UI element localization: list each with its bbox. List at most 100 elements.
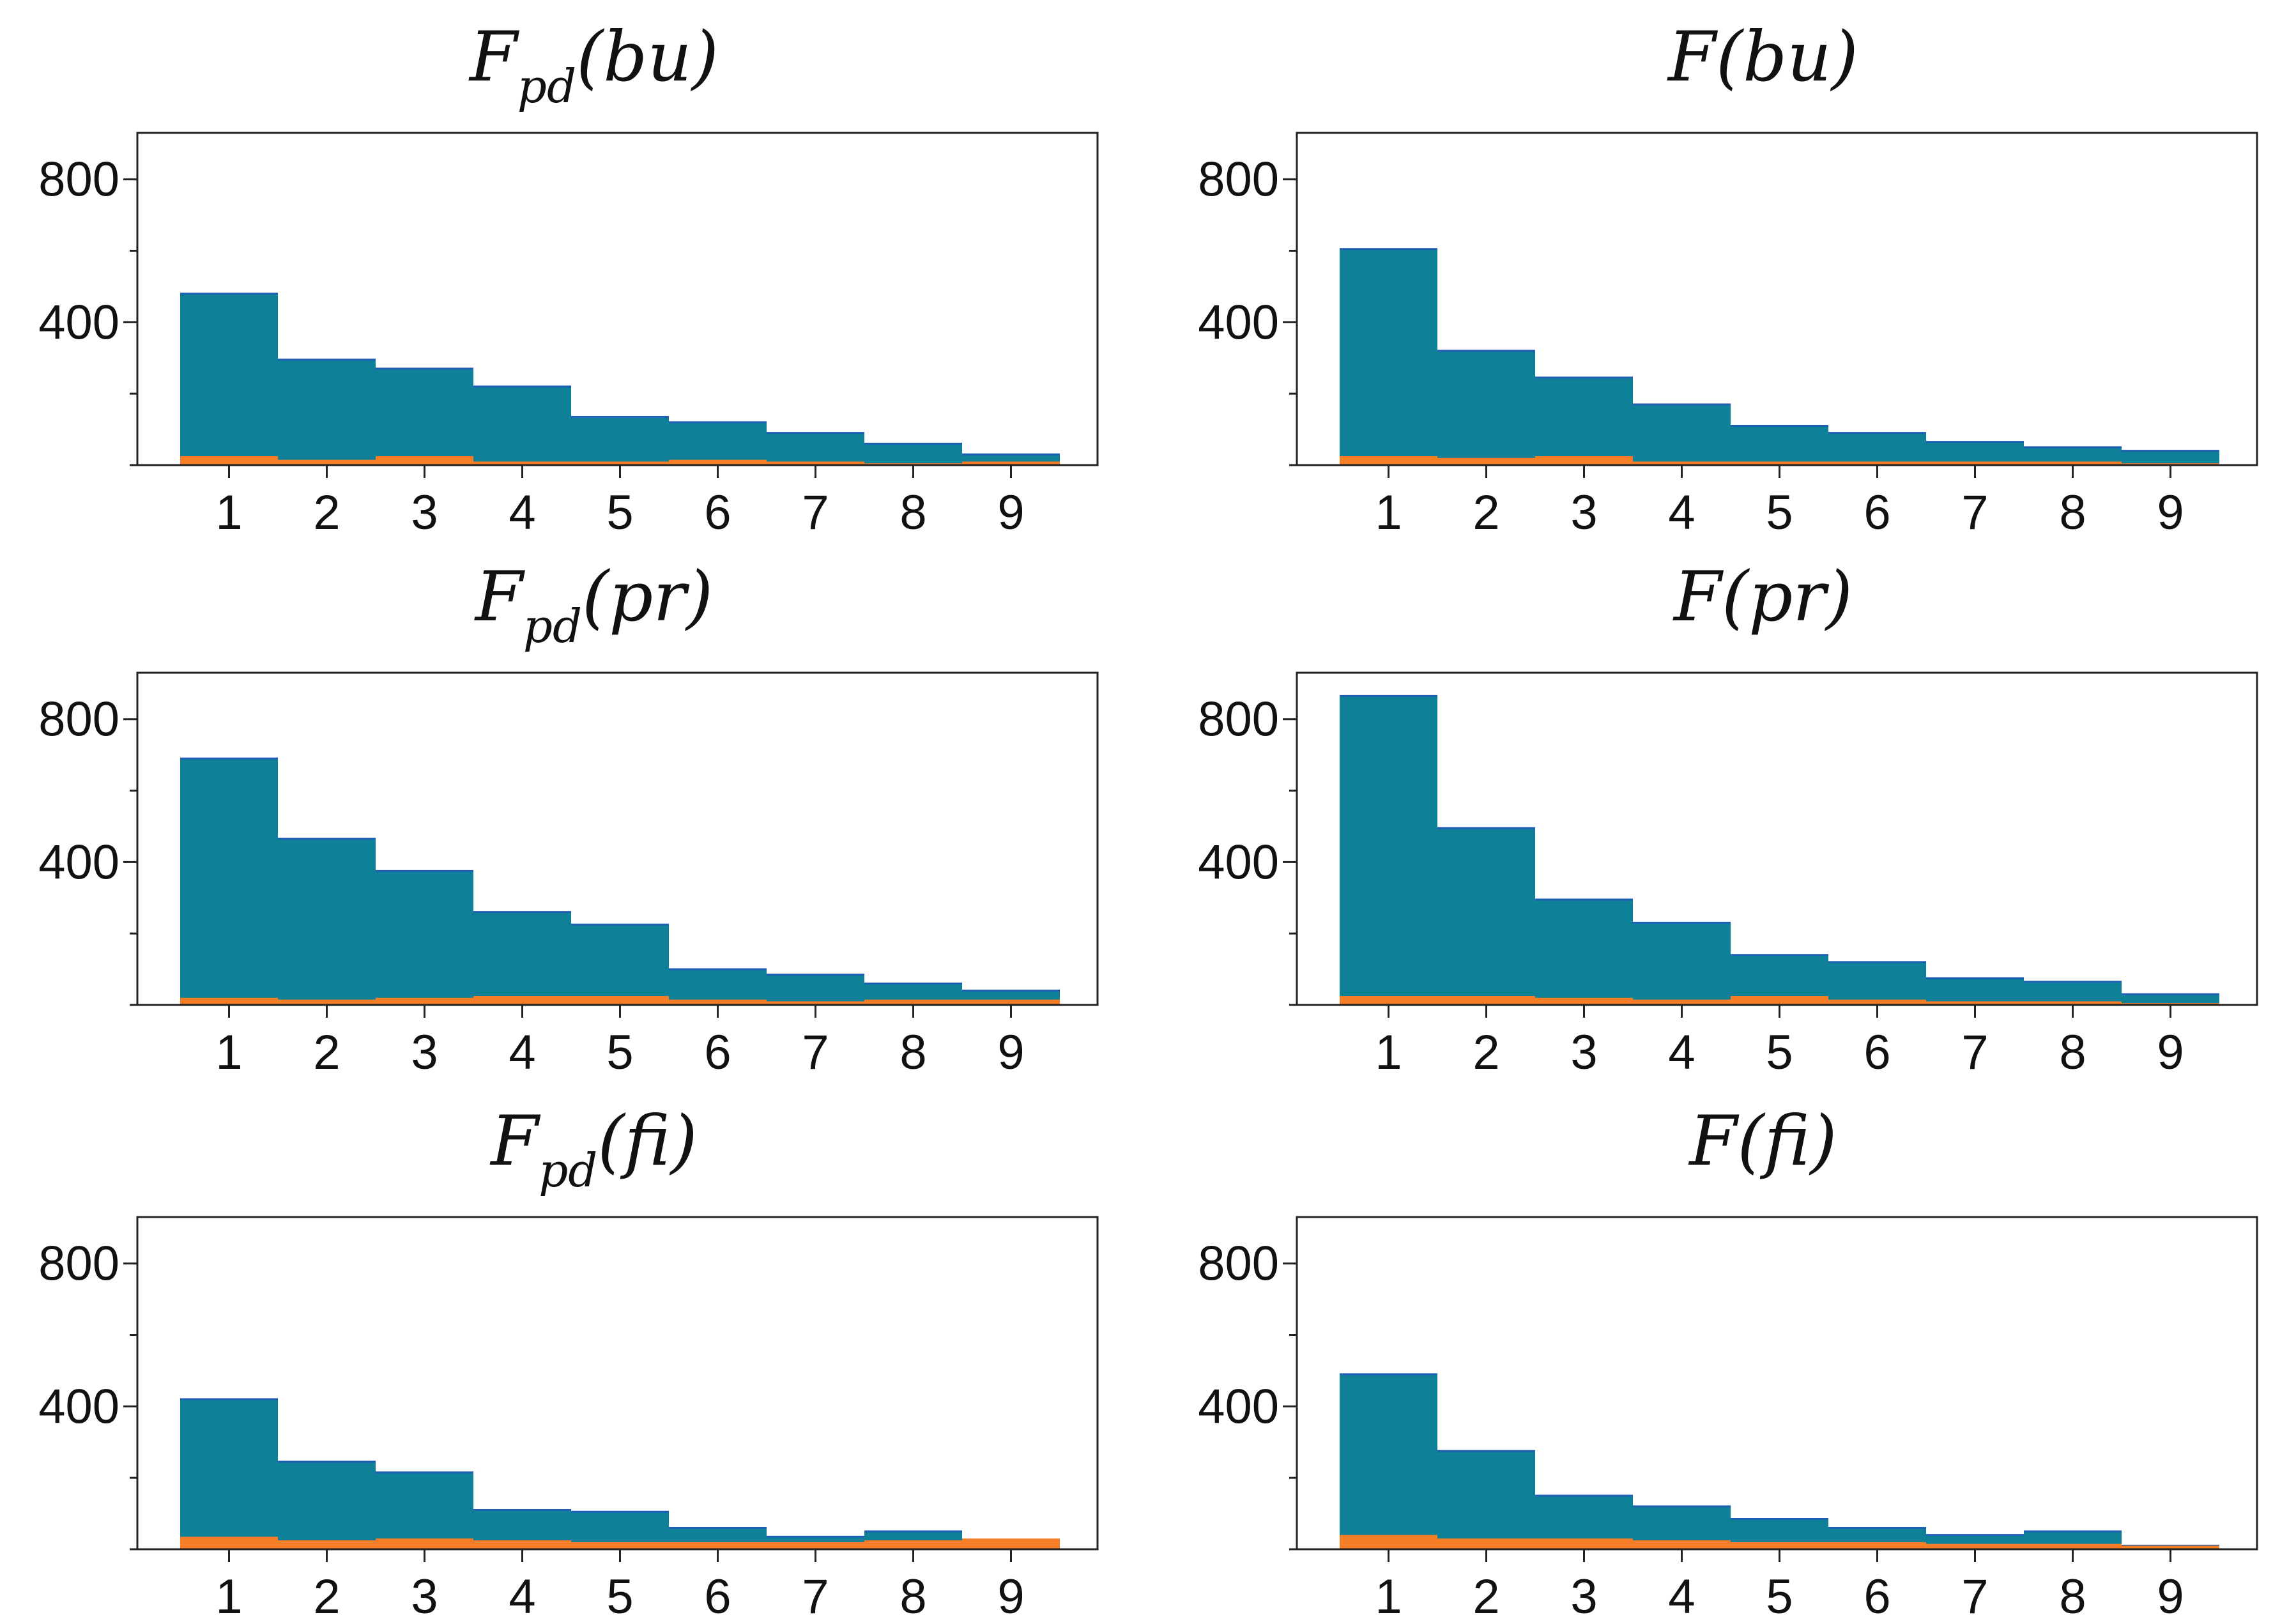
bar-overlay-bin-6 [669, 1542, 767, 1549]
bar-overlay-bin-3 [376, 456, 473, 465]
bar-main-bin-7 [1926, 978, 2024, 1005]
bar-main-bin-6 [1828, 961, 1926, 1005]
bar-overlay-bin-2 [1437, 457, 1535, 465]
x-tick-label: 1 [1375, 1570, 1402, 1624]
bar-overlay-bin-9 [962, 1538, 1060, 1549]
bar-main-bin-1 [180, 1399, 278, 1549]
x-tick-label: 1 [1375, 1025, 1402, 1080]
bar-main-bin-5 [571, 924, 669, 1005]
bar-overlay-bin-7 [1926, 461, 2024, 465]
plot-frame [136, 671, 1099, 1006]
bar-overlay-bin-7 [1926, 1544, 2024, 1549]
bar-main-bin-3 [376, 369, 473, 465]
bar-main-bin-3 [376, 871, 473, 1005]
x-tick-label: 6 [1864, 486, 1890, 540]
bar-main-bin-1 [180, 758, 278, 1005]
x-tick-label: 3 [1570, 1025, 1597, 1080]
y-tick-label: 400 [1198, 295, 1279, 349]
chart-panel-2: F(bu) 400 800 1 2 3 4 5 6 7 8 9 [1198, 17, 2258, 540]
bar-overlay-bin-9 [2122, 1545, 2219, 1549]
x-tick-label: 8 [2059, 486, 2086, 540]
title-argument: (pr) [1722, 557, 1853, 637]
title-argument: (bu) [576, 17, 719, 97]
bar-main-bin-4 [473, 912, 571, 1005]
chart-panel-4: F(pr) 400 800 1 2 3 4 5 6 7 8 9 [1198, 557, 2258, 1080]
title-subscript: pd [523, 599, 582, 653]
bar-main-bin-3 [1535, 378, 1633, 465]
x-tick-label: 2 [313, 1570, 340, 1624]
plot-frame [1296, 1216, 2258, 1551]
x-tick-label: 1 [215, 486, 242, 540]
bar-overlay-bin-3 [1535, 1538, 1633, 1549]
x-tick-label: 2 [313, 1025, 340, 1080]
bar-overlay-bin-6 [1828, 1542, 1926, 1549]
x-tick-label: 5 [606, 486, 633, 540]
bar-overlay-bin-7 [767, 461, 864, 465]
x-tick-label: 3 [1570, 1570, 1597, 1624]
bar-overlay-bin-4 [1633, 1540, 1731, 1549]
bar-overlay-bin-5 [1731, 996, 1828, 1005]
bar-overlay-bin-2 [278, 459, 376, 465]
x-tick-label: 5 [1766, 1025, 1793, 1080]
title-main: F [489, 1101, 541, 1181]
bar-overlay-bin-6 [669, 459, 767, 465]
y-tick-label: 800 [1198, 1237, 1279, 1291]
y-tick-label: 800 [38, 693, 119, 747]
bar-main-bin-7 [767, 433, 864, 465]
y-tick-label: 400 [1198, 1379, 1279, 1434]
bar-overlay-bin-4 [473, 461, 571, 465]
panel-title: Fpd(bu) [468, 17, 719, 113]
bar-main-bin-6 [669, 969, 767, 1005]
bar-main-bin-6 [669, 422, 767, 465]
x-tick-label: 8 [899, 486, 926, 540]
chart-panel-5: Fpd(fi) 400 800 1 2 3 4 5 6 7 8 9 [38, 1101, 1099, 1624]
x-tick-label: 5 [606, 1025, 633, 1080]
title-argument: (fi) [1737, 1101, 1837, 1181]
bar-main-bin-1 [1340, 1374, 1437, 1549]
bar-main-bin-2 [278, 839, 376, 1005]
x-tick-label: 6 [704, 486, 731, 540]
bar-main-bin-5 [571, 417, 669, 465]
chart-panel-1: Fpd(bu) 400 800 1 2 3 4 5 6 7 8 9 [38, 17, 1099, 540]
title-main: F [474, 557, 526, 637]
x-tick-label: 9 [997, 1025, 1024, 1080]
y-tick-label: 400 [38, 1379, 119, 1434]
panel-title: F(pr) [1672, 557, 1853, 637]
bar-main-bin-4 [1633, 404, 1731, 465]
x-tick-label: 9 [2157, 1570, 2184, 1624]
bar-main-bin-2 [278, 1462, 376, 1549]
x-tick-label: 3 [411, 486, 438, 540]
x-tick-label: 4 [1668, 1025, 1695, 1080]
plot-frame [136, 132, 1099, 466]
x-tick-label: 9 [997, 1570, 1024, 1624]
x-tick-label: 6 [704, 1570, 731, 1624]
plot-frame [1296, 671, 2258, 1006]
x-tick-label: 9 [2157, 486, 2184, 540]
x-tick-label: 2 [313, 486, 340, 540]
x-tick-label: 4 [509, 1025, 535, 1080]
x-tick-label: 7 [802, 1025, 829, 1080]
title-subscript: pd [539, 1144, 597, 1197]
bar-overlay-bin-3 [376, 1538, 473, 1549]
panel-title: F(fi) [1688, 1101, 1837, 1181]
y-tick-label: 400 [38, 295, 119, 349]
bar-overlay-bin-6 [1828, 999, 1926, 1005]
bar-main-bin-4 [1633, 923, 1731, 1005]
x-tick-label: 4 [1668, 486, 1695, 540]
title-argument: (bu) [1716, 17, 1858, 97]
y-tick-label: 400 [38, 835, 119, 889]
panel-title: Fpd(pr) [474, 557, 713, 653]
x-tick-label: 1 [215, 1025, 242, 1080]
bar-main-bin-4 [473, 386, 571, 465]
bar-main-bin-3 [376, 1472, 473, 1549]
bar-overlay-bin-9 [962, 461, 1060, 465]
title-subscript: pd [517, 59, 576, 113]
x-tick-label: 7 [802, 1570, 829, 1624]
x-tick-label: 6 [1864, 1025, 1890, 1080]
bar-overlay-bin-5 [571, 996, 669, 1005]
bar-overlay-bin-2 [278, 999, 376, 1005]
x-tick-label: 7 [1961, 1025, 1988, 1080]
bar-overlay-bin-1 [1340, 456, 1437, 465]
bar-overlay-bin-5 [1731, 1542, 1828, 1549]
